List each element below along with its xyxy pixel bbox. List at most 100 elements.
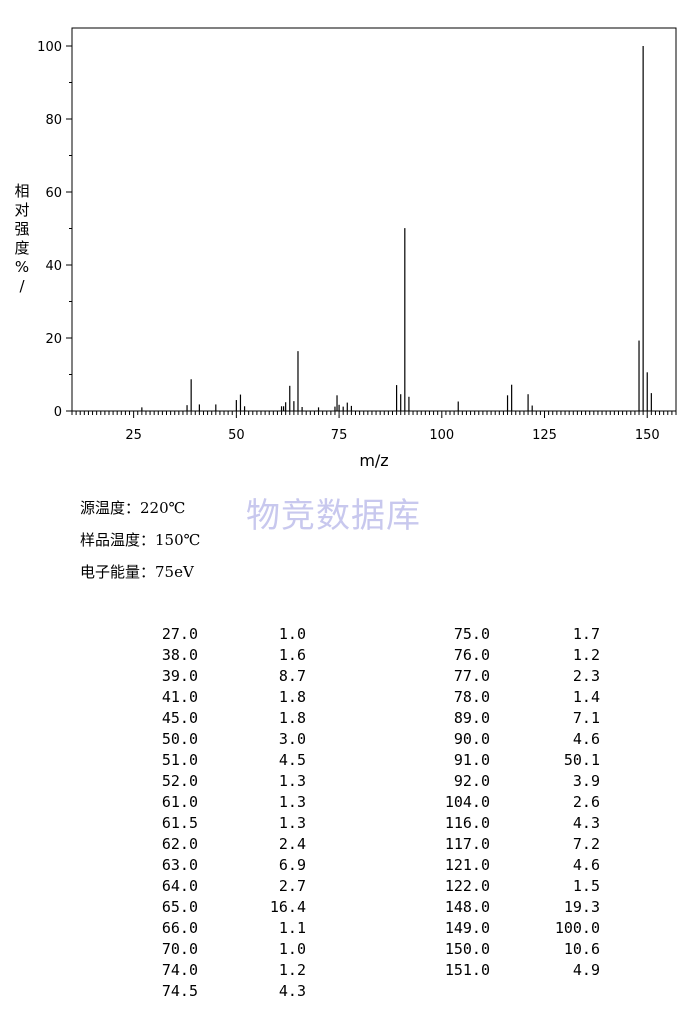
mz-value: 65.0 [161,897,198,916]
mz-value: 63.0 [161,855,198,874]
x-tick-label: 50 [228,428,245,443]
x-tick-label: 25 [125,428,142,443]
mz-value: 50.0 [161,729,198,748]
mz-value: 150.0 [444,939,490,958]
table-row: 74.0 1.2 [148,959,306,980]
x-tick-label: 100 [429,428,454,443]
table-row: 78.0 1.4 [430,686,600,707]
table-row: 121.0 4.6 [430,854,600,875]
mz-value: 41.0 [161,687,198,706]
mz-value: 27.0 [161,624,198,643]
table-row: 62.0 2.4 [148,833,306,854]
peak-bars [141,46,652,411]
intensity-value: 1.5 [572,876,600,895]
y-tick-label: 60 [45,186,62,201]
table-row: 51.0 4.5 [148,749,306,770]
intensity-value: 1.0 [278,624,306,643]
mz-value: 64.0 [161,876,198,895]
intensity-value: 2.6 [572,792,600,811]
table-row: 92.0 3.9 [430,770,600,791]
y-tick-label: 20 [45,332,62,347]
mass-spectrum-chart: 0 20 40 60 80 100 25 50 75 100 125 150 m/z 相对强度% / [14,27,677,470]
sample-temperature: 样品温度：150℃ [80,531,201,549]
table-row: 122.0 1.5 [430,875,600,896]
intensity-value: 1.3 [278,771,306,790]
table-row: 50.0 3.0 [148,728,306,749]
y-tick-label: 100 [37,40,62,55]
table-row: 77.0 2.3 [430,665,600,686]
mz-value: 89.0 [453,708,490,727]
x-tick-label: 75 [331,428,348,443]
mz-value: 121.0 [444,855,490,874]
mz-value: 78.0 [453,687,490,706]
mz-value: 117.0 [444,834,490,853]
mz-value: 104.0 [444,792,490,811]
intensity-value: 4.3 [278,981,306,1000]
intensity-value: 19.3 [563,897,600,916]
mz-value: 91.0 [453,750,490,769]
mz-value: 76.0 [453,645,490,664]
intensity-value: 1.3 [278,792,306,811]
x-axis-label: m/z [359,451,388,470]
table-row: 91.0 50.1 [430,749,600,770]
table-row: 63.0 6.9 [148,854,306,875]
peak-table-right: 75.0 1.7 76.0 1.2 77.0 2.3 78.0 1.4 89.0 7.1 90.0 4… [430,623,600,980]
mz-value: 61.5 [161,813,198,832]
mz-value: 74.5 [161,981,198,1000]
table-row: 41.0 1.8 [148,686,306,707]
table-row: 117.0 7.2 [430,833,600,854]
intensity-value: 1.4 [572,687,600,706]
table-row: 116.0 4.3 [430,812,600,833]
table-row: 90.0 4.6 [430,728,600,749]
intensity-value: 7.1 [572,708,600,727]
intensity-value: 4.3 [572,813,600,832]
mz-value: 51.0 [161,750,198,769]
table-row: 65.0 16.4 [148,896,306,917]
intensity-value: 1.8 [278,687,306,706]
table-row: 151.0 4.9 [430,959,600,980]
x-axis: 25 50 75 100 125 150 [125,428,659,443]
mz-value: 149.0 [444,918,490,937]
mz-value: 122.0 [444,876,490,895]
table-row: 61.5 1.3 [148,812,306,833]
mz-value: 90.0 [453,729,490,748]
intensity-value: 1.8 [278,708,306,727]
mz-value: 74.0 [161,960,198,979]
table-row: 52.0 1.3 [148,770,306,791]
mz-value: 66.0 [161,918,198,937]
intensity-value: 2.3 [572,666,600,685]
x-tick-label: 150 [635,428,660,443]
mz-value: 61.0 [161,792,198,811]
source-temperature: 源温度：220℃ [80,499,186,517]
mz-value: 92.0 [453,771,490,790]
intensity-value: 50.1 [563,750,600,769]
intensity-value: 2.7 [278,876,306,895]
mz-value: 148.0 [444,897,490,916]
intensity-value: 4.5 [278,750,306,769]
y-tick-label: 80 [45,113,62,128]
intensity-value: 16.4 [269,897,306,916]
mz-value: 39.0 [161,666,198,685]
peak-table-left: 27.0 1.0 38.0 1.6 39.0 8.7 41.0 1.8 45.0 1.8 50.0 3… [148,623,306,1001]
intensity-value: 2.4 [278,834,306,853]
y-tick-label: 40 [45,259,62,274]
intensity-value: 1.6 [278,645,306,664]
x-tick-label: 125 [532,428,557,443]
intensity-value: 6.9 [278,855,306,874]
table-row: 61.0 1.3 [148,791,306,812]
table-row: 70.0 1.0 [148,938,306,959]
intensity-value: 1.2 [278,960,306,979]
mz-value: 38.0 [161,645,198,664]
intensity-value: 7.2 [572,834,600,853]
table-row: 76.0 1.2 [430,644,600,665]
intensity-value: 10.6 [563,939,600,958]
intensity-value: 1.2 [572,645,600,664]
electron-energy: 电子能量：75eV [80,563,194,581]
intensity-value: 100.0 [554,918,600,937]
table-row: 148.0 19.3 [430,896,600,917]
table-row: 75.0 1.7 [430,623,600,644]
table-row: 64.0 2.7 [148,875,306,896]
mz-value: 151.0 [444,960,490,979]
y-axis-label: 相对强度% / [14,182,29,295]
intensity-value: 1.1 [278,918,306,937]
